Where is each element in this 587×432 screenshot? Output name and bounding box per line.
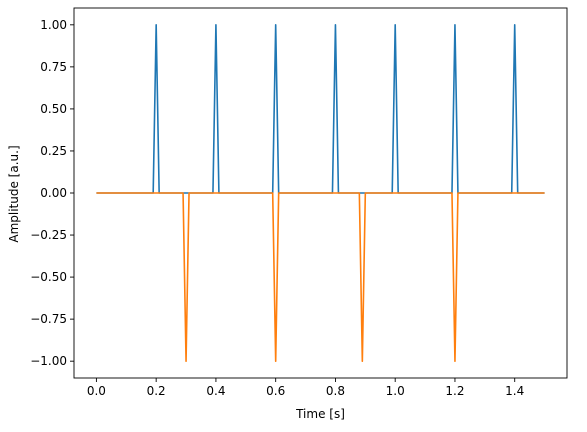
x-tick-label: 0.0 xyxy=(87,384,106,398)
y-tick-label: 0.00 xyxy=(40,186,67,200)
axes-layer: 0.0 0.2 0.4 0.6 0.8 1.0 1.2 1.4 −1.00 −0.75 −0.50 −… xyxy=(30,7,568,398)
x-tick-label: 1.2 xyxy=(445,384,464,398)
x-tick-label: 0.4 xyxy=(206,384,225,398)
x-tick-label: 1.0 xyxy=(386,384,405,398)
y-tick-label: −0.50 xyxy=(30,270,67,284)
x-tick-label: 1.4 xyxy=(505,384,524,398)
series-layer xyxy=(96,24,545,362)
y-axis-label: Amplitude [a.u.] xyxy=(7,145,21,242)
y-tick-label: 0.75 xyxy=(40,60,67,74)
y-tick-label: 0.50 xyxy=(40,102,67,116)
y-tick-label: −0.75 xyxy=(30,312,67,326)
series-line-1 xyxy=(96,24,545,194)
y-tick-label: −0.25 xyxy=(30,228,67,242)
x-axis-label: Time [s] xyxy=(295,407,345,421)
x-tick-label: 0.8 xyxy=(326,384,345,398)
x-tick-label: 0.6 xyxy=(266,384,285,398)
y-tick-label: 1.00 xyxy=(40,18,67,32)
y-tick-label: 0.25 xyxy=(40,144,67,158)
x-tick-label: 0.2 xyxy=(147,384,166,398)
y-tick-label: −1.00 xyxy=(30,354,67,368)
series-line-2 xyxy=(96,192,545,362)
